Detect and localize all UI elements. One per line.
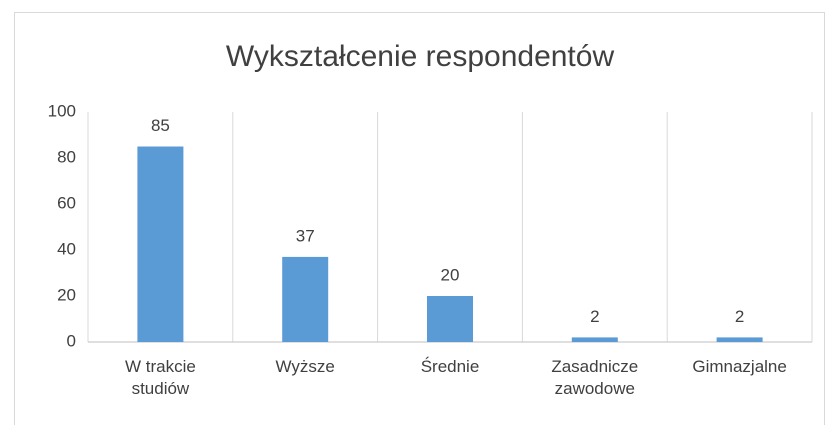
y-tick-label: 20 bbox=[57, 285, 76, 304]
data-label: 2 bbox=[735, 307, 744, 326]
y-tick-label: 0 bbox=[67, 331, 76, 350]
bar bbox=[137, 146, 184, 342]
x-tick-label: Zasadnicze zawodowe bbox=[551, 357, 639, 398]
y-tick-label: 100 bbox=[48, 101, 76, 120]
data-label: 85 bbox=[151, 116, 170, 135]
x-tick-label: Średnie bbox=[420, 357, 480, 376]
bar bbox=[571, 337, 618, 342]
y-tick-label: 80 bbox=[57, 147, 76, 166]
bar bbox=[427, 296, 473, 342]
data-label: 37 bbox=[296, 226, 315, 245]
y-tick-label: 40 bbox=[57, 239, 76, 258]
bar bbox=[282, 256, 329, 342]
x-tick-label: Wyższe bbox=[275, 357, 335, 376]
chart-border bbox=[14, 12, 825, 425]
bar bbox=[716, 337, 763, 342]
data-label: 2 bbox=[590, 307, 599, 326]
x-tick-label: Gimnazjalne bbox=[692, 357, 787, 376]
y-tick-label: 60 bbox=[57, 193, 76, 212]
x-tick-label: W trakcie studiów bbox=[124, 357, 196, 398]
chart-title: Wykształcenie respondentów bbox=[226, 40, 615, 73]
data-label: 20 bbox=[441, 265, 460, 284]
